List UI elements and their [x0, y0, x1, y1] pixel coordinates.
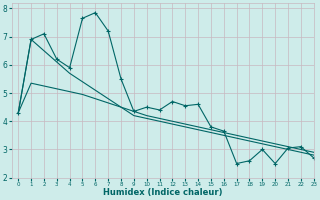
- X-axis label: Humidex (Indice chaleur): Humidex (Indice chaleur): [103, 188, 222, 197]
